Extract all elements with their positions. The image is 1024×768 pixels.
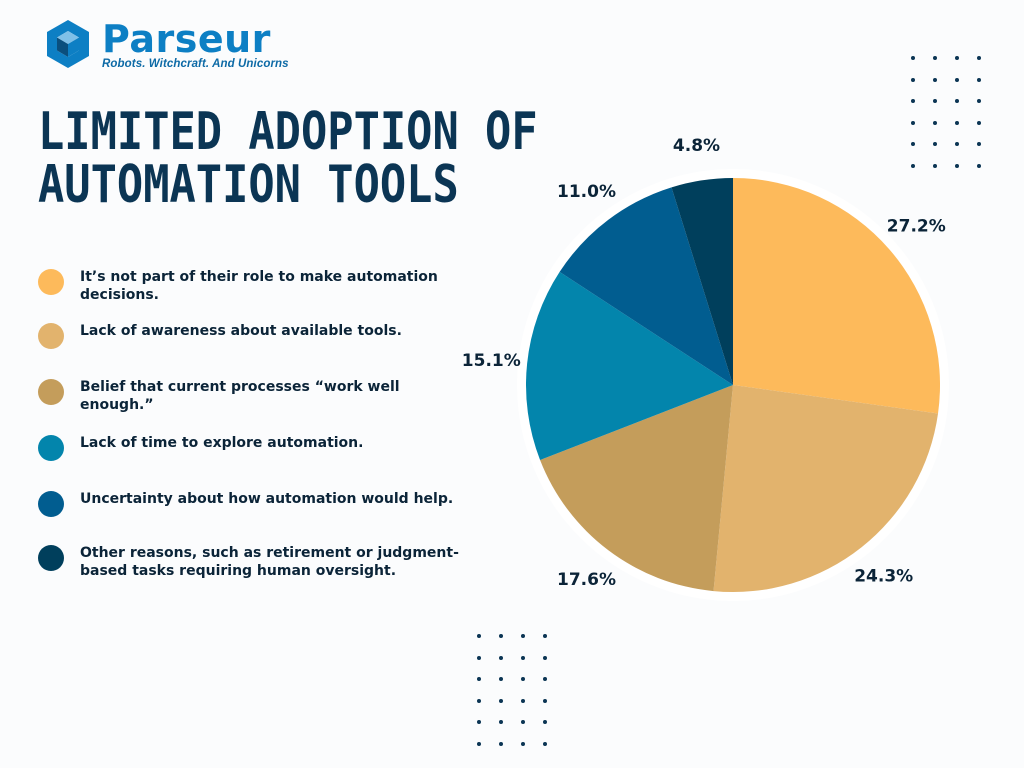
legend-swatch xyxy=(38,269,64,295)
decorative-dot xyxy=(955,56,959,60)
decorative-dot xyxy=(911,99,915,103)
decorative-dot xyxy=(977,99,981,103)
pie-slice xyxy=(733,178,941,414)
decorative-dot xyxy=(521,698,525,703)
decorative-dot xyxy=(521,655,525,660)
brand-name: Parseur xyxy=(102,16,271,61)
legend-label: Belief that current processes “work well… xyxy=(80,379,400,413)
legend-swatch xyxy=(38,379,64,405)
decorative-dot xyxy=(977,163,981,168)
decorative-dot xyxy=(543,634,547,638)
decorative-dot xyxy=(977,142,981,146)
legend-swatch xyxy=(38,323,64,349)
decorative-dot xyxy=(521,720,525,724)
decorative-dot xyxy=(955,120,959,125)
decorative-dot xyxy=(543,655,547,660)
title-line-2: AUTOMATION TOOLS xyxy=(38,155,459,215)
legend-item: Lack of awareness about available tools. xyxy=(38,322,465,349)
decorative-dot xyxy=(499,698,503,703)
decorative-dot xyxy=(499,741,503,746)
decorative-dot xyxy=(521,741,525,746)
decorative-dot xyxy=(911,142,915,146)
decorative-dot xyxy=(499,634,503,638)
slice-percentage-label: 4.8% xyxy=(673,136,720,156)
decorative-dot xyxy=(521,677,525,681)
decorative-dot xyxy=(499,655,503,660)
legend-label: Lack of time to explore automation. xyxy=(80,435,364,451)
pie-slice xyxy=(540,385,733,592)
decorative-dot xyxy=(499,720,503,724)
decorative-dot xyxy=(933,142,937,146)
parseur-logo: Parseur Robots. Witchcraft. And Unicorns xyxy=(42,18,289,70)
decorative-dot xyxy=(911,77,915,82)
decorative-dot xyxy=(977,120,981,125)
decorative-dot xyxy=(911,56,915,60)
decorative-dot xyxy=(955,163,959,168)
decorative-dot xyxy=(911,120,915,125)
slice-percentage-label: 24.3% xyxy=(854,567,913,587)
title-line-1: LIMITED ADOPTION OF xyxy=(38,102,538,162)
slice-percentage-label: 17.6% xyxy=(557,570,616,590)
decorative-dot xyxy=(477,698,481,703)
legend-label: Other reasons, such as retirement or jud… xyxy=(80,545,459,579)
decorative-dot xyxy=(543,677,547,681)
pie-slice xyxy=(559,187,733,385)
legend-swatch xyxy=(38,491,64,517)
decorative-dot xyxy=(499,677,503,681)
slice-percentage-label: 11.0% xyxy=(557,182,616,202)
decorative-dot xyxy=(977,77,981,82)
slice-percentage-label: 15.1% xyxy=(462,351,521,371)
decorative-dot xyxy=(477,741,481,746)
decorative-dot xyxy=(543,720,547,724)
legend-label: Uncertainty about how automation would h… xyxy=(80,491,454,507)
brand-tagline: Robots. Witchcraft. And Unicorns xyxy=(102,57,289,70)
pie-slice xyxy=(713,385,939,592)
page-title: LIMITED ADOPTION OF AUTOMATION TOOLS xyxy=(38,106,538,212)
decorative-dot xyxy=(543,698,547,703)
legend-swatch xyxy=(38,545,64,571)
decorative-dot xyxy=(477,655,481,660)
decorative-dot xyxy=(477,720,481,724)
decorative-dot xyxy=(543,741,547,746)
decorative-dot xyxy=(955,77,959,82)
decorative-dot xyxy=(977,56,981,60)
legend-label: It’s not part of their role to make auto… xyxy=(80,269,438,303)
decorative-dot xyxy=(477,677,481,681)
decorative-dot xyxy=(955,99,959,103)
decorative-dot xyxy=(933,163,937,168)
decorative-dot xyxy=(955,142,959,146)
legend-item: Lack of time to explore automation. xyxy=(38,434,465,461)
legend-item: Other reasons, such as retirement or jud… xyxy=(38,544,465,580)
legend-item: Uncertainty about how automation would h… xyxy=(38,490,465,517)
decorative-dot xyxy=(477,634,481,638)
parseur-logo-icon xyxy=(47,20,89,68)
legend-item: Belief that current processes “work well… xyxy=(38,378,465,414)
decorative-dot xyxy=(911,163,915,168)
decorative-dot xyxy=(933,99,937,103)
legend-item: It’s not part of their role to make auto… xyxy=(38,268,465,304)
decorative-dot xyxy=(933,77,937,82)
decorative-dot xyxy=(933,56,937,60)
decorative-dot xyxy=(521,634,525,638)
slice-percentage-label: 27.2% xyxy=(887,216,946,236)
decorative-dot xyxy=(933,120,937,125)
pie-slice xyxy=(525,271,733,460)
legend-swatch xyxy=(38,435,64,461)
pie-slice xyxy=(671,177,733,385)
legend-label: Lack of awareness about available tools. xyxy=(80,323,402,339)
